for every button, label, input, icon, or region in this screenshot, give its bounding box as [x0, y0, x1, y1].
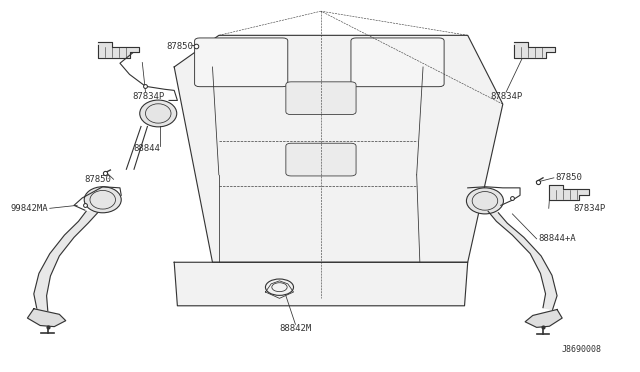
FancyBboxPatch shape: [195, 38, 288, 87]
FancyBboxPatch shape: [286, 143, 356, 176]
Polygon shape: [174, 262, 468, 306]
Text: 87834P: 87834P: [573, 204, 605, 213]
Text: 99842MA: 99842MA: [10, 204, 48, 213]
Text: 88844+A: 88844+A: [538, 234, 575, 243]
Ellipse shape: [84, 187, 121, 213]
Polygon shape: [525, 310, 562, 327]
Polygon shape: [34, 211, 98, 312]
Polygon shape: [514, 42, 555, 58]
Polygon shape: [174, 35, 503, 262]
Text: 88844: 88844: [133, 144, 160, 153]
Text: 87834P: 87834P: [490, 92, 522, 101]
Polygon shape: [488, 211, 557, 310]
FancyBboxPatch shape: [351, 38, 444, 87]
Text: 87850: 87850: [84, 175, 111, 184]
Text: 87834P: 87834P: [132, 92, 164, 101]
Text: 87850: 87850: [556, 173, 582, 182]
Text: J8690008: J8690008: [562, 345, 602, 354]
Text: 88842M: 88842M: [279, 324, 312, 333]
Polygon shape: [28, 309, 66, 327]
Ellipse shape: [467, 188, 504, 214]
FancyBboxPatch shape: [286, 82, 356, 115]
Ellipse shape: [140, 100, 177, 127]
Polygon shape: [98, 42, 139, 58]
Polygon shape: [549, 185, 589, 200]
Text: 87850: 87850: [166, 42, 193, 51]
